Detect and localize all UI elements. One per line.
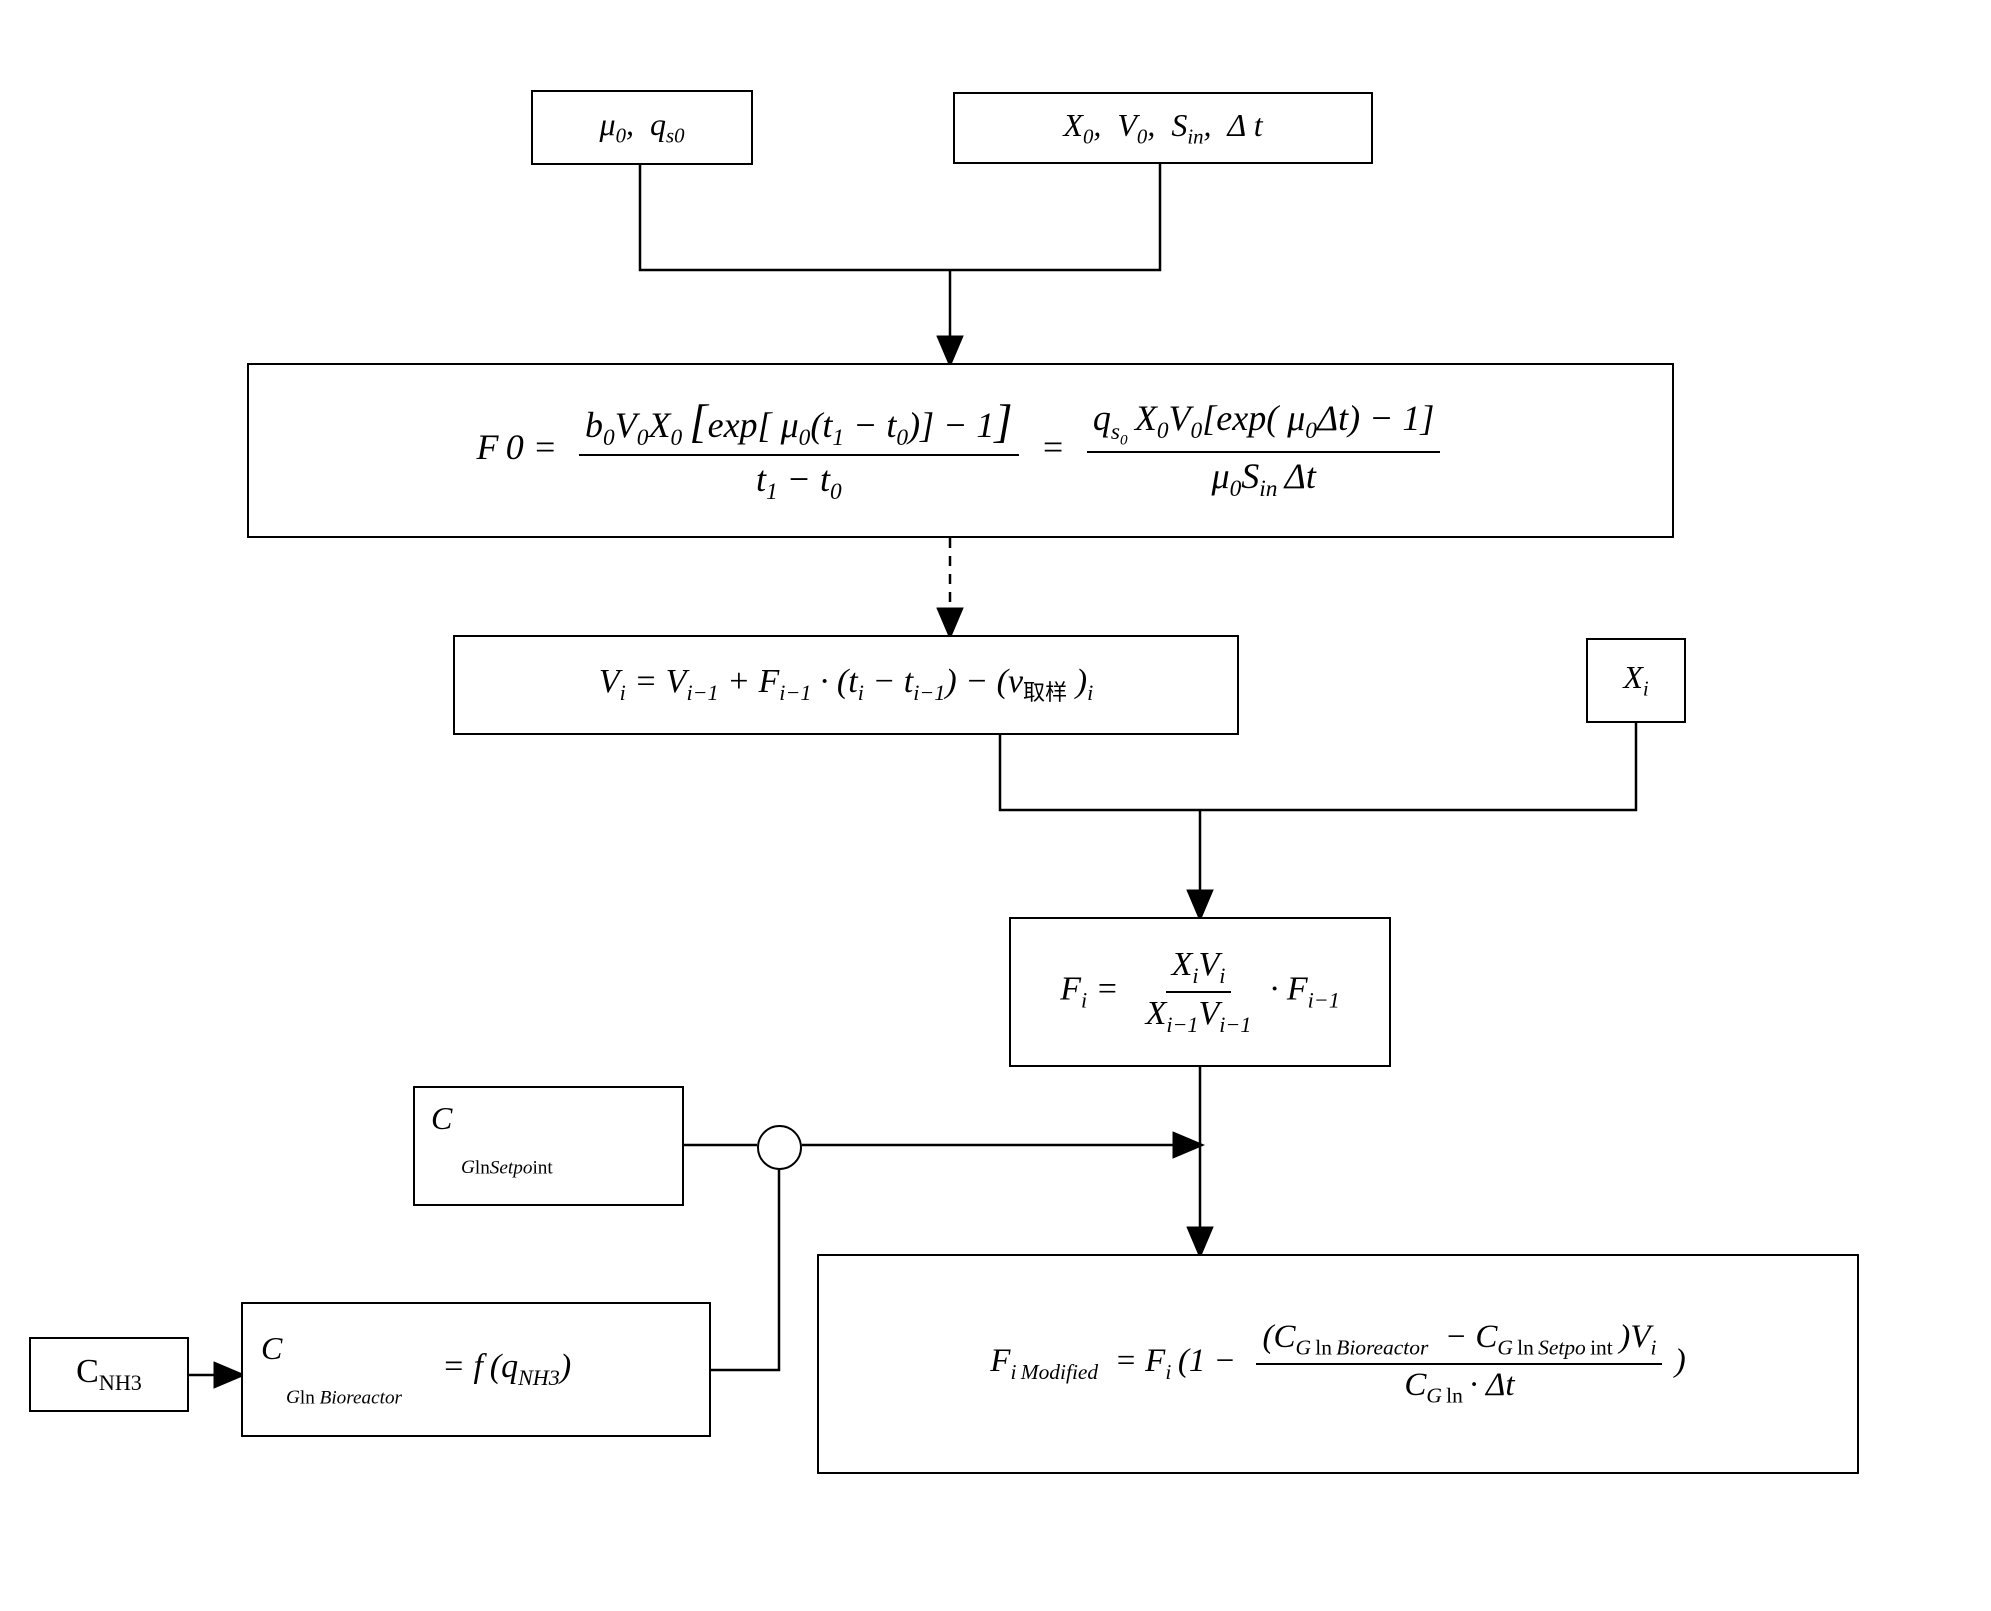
equation: Fi Modified = Fi (1 − (CG ln Bioreactor … [990, 1319, 1685, 1408]
input-mu-qs: μ0, qs0 [531, 90, 753, 165]
vi-equation: Vi = Vi−1 + Fi−1 · (ti − ti−1) − (ν取样 )i [453, 635, 1239, 735]
input-x-v-s-dt: X0, V0, Sin, Δ t [953, 92, 1373, 164]
label: CGln Bioreactor = f (qNH3) [261, 1330, 691, 1409]
f0-equation: F 0 = b0V0X0 [exp[ μ0(t1 − t0)] − 1] t1 … [247, 363, 1674, 538]
label: CNH3 [76, 1353, 142, 1396]
equation: Vi = Vi−1 + Fi−1 · (ti − ti−1) − (ν取样 )i [599, 663, 1093, 707]
xi-input: Xi [1586, 638, 1686, 723]
label: X0, V0, Sin, Δ t [1063, 107, 1262, 149]
f-modified-equation: Fi Modified = Fi (1 − (CG ln Bioreactor … [817, 1254, 1859, 1474]
equation: F 0 = b0V0X0 [exp[ μ0(t1 − t0)] − 1] t1 … [477, 395, 1445, 506]
equation: Fi = XiVi Xi−1Vi−1 · Fi−1 [1060, 946, 1340, 1038]
label: C GlnSetpoint [431, 1100, 553, 1179]
c-nh3-input: CNH3 [29, 1337, 189, 1412]
c-gln-setpoint: C GlnSetpoint [413, 1086, 684, 1206]
c-gln-bioreactor: CGln Bioreactor = f (qNH3) [241, 1302, 711, 1437]
fi-equation: Fi = XiVi Xi−1Vi−1 · Fi−1 [1009, 917, 1391, 1067]
label: Xi [1623, 659, 1648, 701]
sum-junction [757, 1125, 802, 1170]
label: μ0, qs0 [600, 106, 685, 148]
